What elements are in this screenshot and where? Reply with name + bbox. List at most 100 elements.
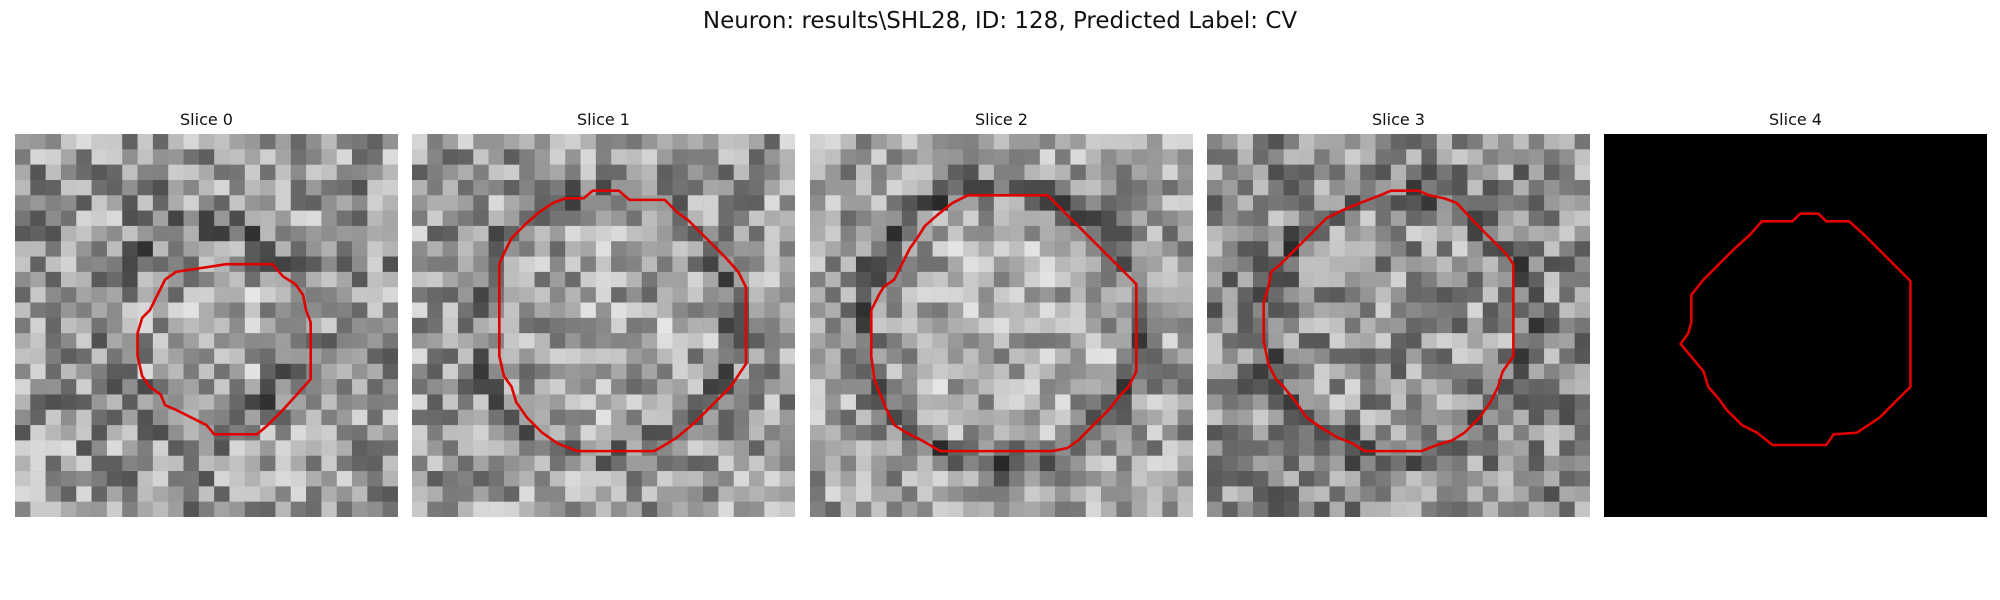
pixel: [1467, 379, 1484, 395]
pixel: [1498, 455, 1514, 472]
pixel: [1131, 302, 1148, 319]
pixel: [1298, 134, 1315, 150]
pixel: [718, 455, 735, 472]
pixel: [901, 317, 918, 334]
pixel: [641, 225, 658, 242]
slice-title-2: Slice 2: [975, 110, 1028, 129]
pixel: [503, 256, 520, 273]
pixel: [1283, 486, 1300, 502]
pixel: [488, 134, 505, 150]
pixel: [1237, 486, 1254, 502]
pixel: [30, 271, 46, 288]
pixel: [963, 210, 979, 227]
pixel: [825, 486, 841, 502]
pixel: [963, 409, 979, 426]
pixel: [91, 348, 108, 365]
pixel: [306, 501, 322, 517]
pixel: [306, 317, 322, 334]
pixel: [1298, 440, 1315, 457]
pixel: [122, 225, 138, 242]
pixel: [412, 164, 428, 181]
pixel: [1559, 302, 1575, 319]
pixel: [1268, 455, 1284, 472]
pixel: [244, 164, 261, 181]
pixel: [1131, 455, 1148, 472]
pixel: [214, 501, 230, 517]
pixel: [244, 210, 261, 227]
pixel: [549, 210, 566, 227]
pixel: [1283, 425, 1300, 441]
pixel: [1482, 455, 1499, 472]
pixel: [1375, 440, 1392, 457]
pixel: [1421, 302, 1438, 319]
pixel: [1390, 394, 1407, 411]
pixel: [825, 302, 841, 319]
pixel: [1039, 501, 1056, 517]
pixel: [672, 471, 689, 487]
pixel: [611, 195, 627, 211]
pixel: [1329, 486, 1346, 502]
pixel: [779, 425, 795, 441]
pixel: [60, 440, 77, 457]
pixel: [764, 179, 780, 196]
pixel: [947, 379, 964, 395]
pixel: [871, 195, 887, 211]
pixel: [168, 164, 184, 181]
pixel: [1436, 302, 1453, 319]
slice-image-3: [1207, 134, 1590, 517]
pixel: [1085, 348, 1102, 365]
pixel: [855, 455, 872, 472]
pixel: [687, 363, 704, 380]
pixel: [1344, 302, 1361, 319]
pixel: [1452, 348, 1468, 365]
pixel: [840, 241, 857, 257]
pixel: [611, 149, 627, 165]
pixel: [1513, 241, 1530, 257]
pixel: [198, 486, 215, 502]
pixel: [611, 501, 627, 517]
pixel: [321, 333, 338, 349]
pixel: [1528, 363, 1545, 380]
pixel: [641, 455, 658, 472]
pixel: [442, 317, 459, 334]
pixel: [963, 149, 979, 165]
pixel: [1360, 501, 1376, 517]
pixel: [733, 486, 750, 502]
pixel: [871, 455, 887, 472]
pixel: [855, 394, 872, 411]
pixel: [45, 225, 62, 242]
pixel: [473, 210, 489, 227]
pixel: [565, 379, 581, 395]
pixel: [214, 317, 230, 334]
pixel: [810, 394, 826, 411]
pixel: [367, 379, 383, 395]
pixel: [1162, 256, 1178, 273]
pixel: [993, 256, 1010, 273]
pixel: [1360, 425, 1376, 441]
pixel: [1101, 471, 1117, 487]
pixel: [275, 379, 292, 395]
pixel: [1055, 134, 1071, 150]
pixel: [106, 271, 123, 288]
pixel: [1101, 164, 1117, 181]
slice-image-2: [810, 134, 1193, 517]
pixel: [779, 134, 795, 150]
pixel: [473, 164, 489, 181]
pixel: [657, 179, 673, 196]
pixel: [1574, 486, 1590, 502]
pixel: [412, 256, 428, 273]
pixel: [1039, 225, 1056, 242]
pixel: [1390, 486, 1407, 502]
pixel: [15, 134, 31, 150]
pixel: [825, 179, 841, 196]
pixel: [1298, 287, 1315, 303]
pixel: [810, 225, 826, 242]
pixel: [1375, 409, 1392, 426]
pixel: [1101, 486, 1117, 502]
pixel: [1039, 179, 1056, 196]
pixel: [764, 149, 780, 165]
pixel: [1039, 379, 1056, 395]
pixel: [1360, 363, 1376, 380]
pixel: [611, 241, 627, 257]
pixel: [1177, 486, 1193, 502]
